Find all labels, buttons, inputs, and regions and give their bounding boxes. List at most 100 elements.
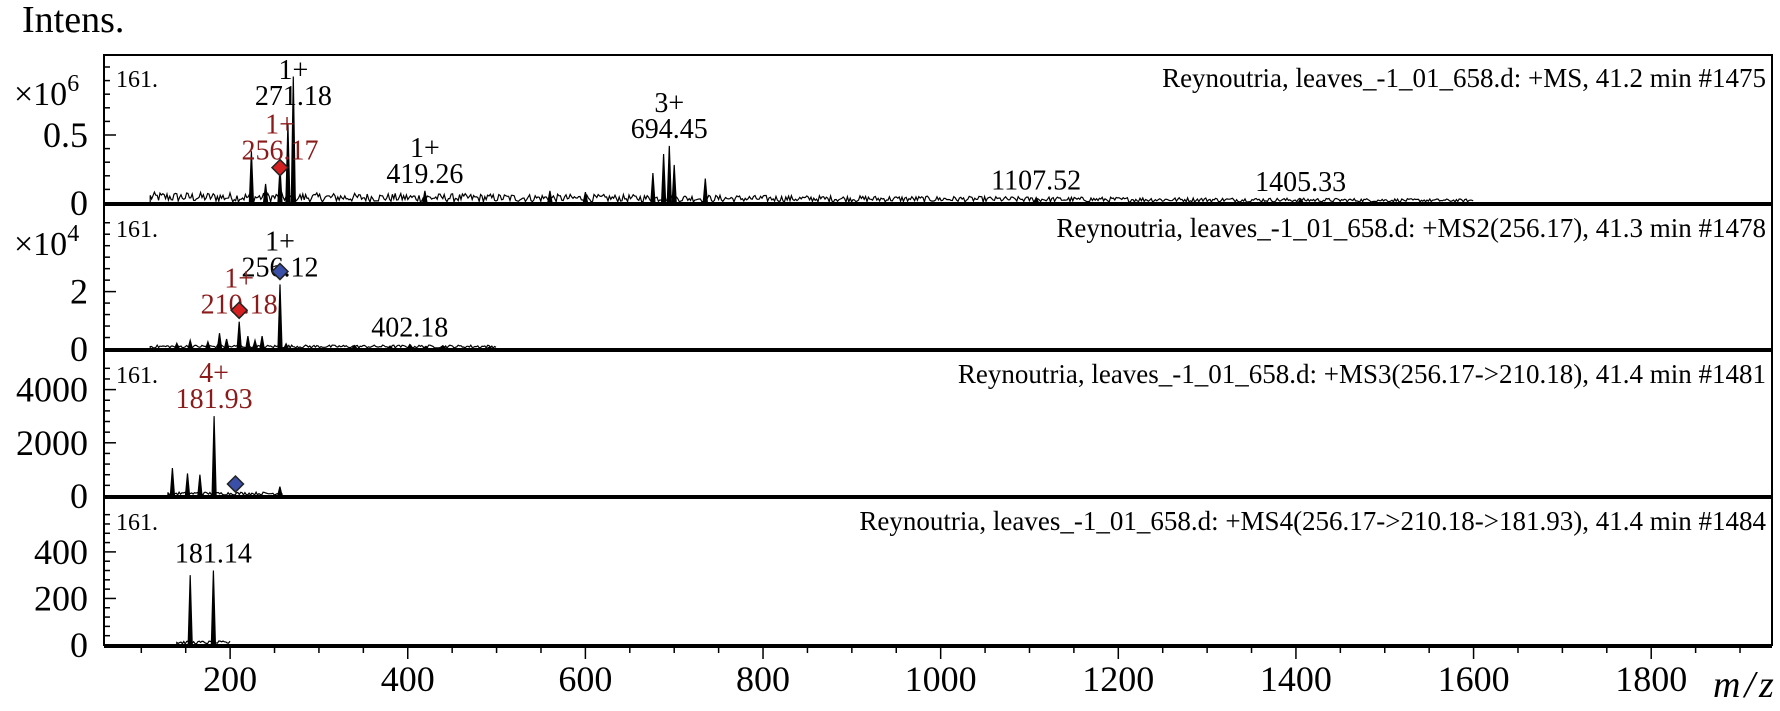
panel-corner-label: 161. <box>116 217 158 243</box>
peak <box>248 151 255 203</box>
panel-frame <box>103 497 1773 646</box>
x-tick-label: 1400 <box>1260 659 1332 699</box>
peak <box>351 344 358 349</box>
peak <box>236 321 242 349</box>
y-tick-label: 2000 <box>16 423 88 463</box>
peak-mz-label: 181.14 <box>175 539 252 570</box>
x-tick-label: 200 <box>203 659 257 699</box>
peak <box>547 190 553 203</box>
peak <box>211 416 217 496</box>
spectrum-panel-3: 0 2000 4000 161. Reynoutria, leaves_-1_01_65… <box>16 350 1773 516</box>
peak-charge-label: 1+ <box>265 226 295 257</box>
peak <box>702 178 708 203</box>
y-tick-label: 4000 <box>16 370 88 410</box>
peak <box>421 345 430 349</box>
peak-charge-label: 1+ <box>278 55 308 86</box>
spectrum-panel-2: 02×104 161. Reynoutria, leaves_-1_01_658.d… <box>14 204 1773 369</box>
peak <box>184 473 191 496</box>
peak-charge-label: 1+ <box>224 264 254 295</box>
baseline-noise-trace <box>149 190 1474 205</box>
peak-mz-label: 1405.33 <box>1255 167 1346 198</box>
peak-charge-label: 1+ <box>265 110 295 141</box>
y-tick-label: 0 <box>70 476 88 516</box>
peak <box>252 338 258 349</box>
scan-title: Reynoutria, leaves_-1_01_658.d: +MS, 41.… <box>1162 63 1766 93</box>
peak <box>277 486 283 496</box>
precursor-marker <box>270 262 290 281</box>
peak <box>245 336 251 349</box>
peak-mz-label: 271.18 <box>255 81 332 112</box>
precursor-marker <box>226 474 245 494</box>
panel-corner-label: 161. <box>116 67 158 93</box>
y-tick-label: 2 <box>70 272 88 312</box>
peak <box>197 474 203 496</box>
y-tick-label: 0 <box>70 329 88 369</box>
peak <box>671 164 677 203</box>
x-tick-label: 1000 <box>905 659 977 699</box>
y-tick-label: 0.5 <box>43 115 88 155</box>
y-scale-base: ×10 <box>14 226 67 263</box>
peak <box>277 167 283 203</box>
scan-title: Reynoutria, leaves_-1_01_658.d: +MS3(256… <box>958 359 1766 389</box>
precursor-marker <box>270 158 290 177</box>
peak <box>223 338 230 349</box>
baseline-noise-trace <box>176 639 231 646</box>
peak <box>660 153 667 203</box>
peak-mz-label: 419.26 <box>386 159 463 190</box>
peak <box>487 346 492 349</box>
peak-mz-label: 694.45 <box>631 114 708 145</box>
peak <box>277 284 283 349</box>
y-scale-factor: ×106 <box>14 71 79 113</box>
peak <box>283 342 290 349</box>
x-tick-label: 400 <box>381 659 435 699</box>
peak <box>173 341 180 349</box>
y-tick-label: 200 <box>34 578 88 618</box>
peak <box>285 124 291 203</box>
precursor-marker <box>230 301 249 320</box>
peak-mz-label: 181.93 <box>176 384 253 415</box>
peak <box>1297 197 1304 203</box>
peak-mz-label: 1107.52 <box>991 166 1081 197</box>
y-scale-exponent: 4 <box>67 221 79 247</box>
panel-corner-label: 161. <box>116 510 158 536</box>
peak <box>187 575 193 645</box>
peak <box>262 183 269 203</box>
y-tick-label: 0 <box>70 625 88 665</box>
y-tick-label: 0 <box>70 183 88 223</box>
panel-frame <box>103 350 1773 497</box>
x-axis-label: m/z <box>1713 664 1778 706</box>
y-scale-exponent: 6 <box>67 71 79 97</box>
x-tick-label: 1200 <box>1082 659 1154 699</box>
y-scale-factor: ×104 <box>14 221 79 263</box>
peak <box>386 345 394 349</box>
peak <box>210 570 217 645</box>
peak-mz-label: 402.18 <box>371 313 448 344</box>
spectrum-panel-1: 0 0.5×106 161. Reynoutria, leaves_-1_01_658… <box>14 54 1773 223</box>
peak-charge-label: 3+ <box>654 88 684 119</box>
x-tick-label: 800 <box>736 659 790 699</box>
peak <box>205 339 211 349</box>
peak <box>650 173 656 203</box>
peak <box>169 468 176 496</box>
peak <box>187 338 193 349</box>
peak <box>216 333 223 349</box>
peak <box>259 336 265 349</box>
panel-corner-label: 161. <box>116 363 158 389</box>
spectrum-panels: 00.5×106 161. Reynoutria, leaves_-1_01_658… <box>14 54 1773 665</box>
peak <box>1033 196 1040 203</box>
scan-title: Reynoutria, leaves_-1_01_658.d: +MS2(256… <box>1056 213 1766 243</box>
peak-charge-label: 4+ <box>199 358 229 389</box>
peak <box>422 190 428 203</box>
peak <box>582 191 589 203</box>
peak-charge-label: 1+ <box>410 133 440 164</box>
y-scale-base: ×10 <box>14 76 67 113</box>
x-tick-label: 1600 <box>1438 659 1510 699</box>
y-axis-title: Intens. <box>22 0 124 41</box>
spectrum-panel-4: 0 200 400 161. Reynoutria, leaves_-1_01_658.… <box>34 497 1773 665</box>
x-axis: 200 400 600 800 1000 1200 1400 1600 1800 <box>104 646 1772 699</box>
panel-frame <box>103 54 1773 204</box>
panel-frame <box>103 204 1773 350</box>
x-tick-label: 1800 <box>1615 659 1687 699</box>
x-tick-label: 600 <box>558 659 612 699</box>
